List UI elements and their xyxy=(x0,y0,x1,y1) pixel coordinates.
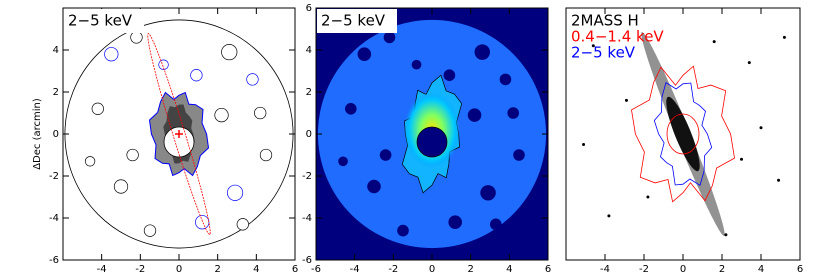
masked-source xyxy=(143,224,157,237)
star xyxy=(740,157,743,161)
x-tick-label: 6 xyxy=(797,264,803,275)
masked-source xyxy=(480,185,496,201)
galaxy-outline xyxy=(147,33,211,235)
masked-source xyxy=(383,31,396,44)
x-tick-label: 4 xyxy=(506,264,512,275)
panel xyxy=(566,8,800,260)
y-tick-label: -4 xyxy=(302,213,312,224)
legend-label: 2−5 keV xyxy=(68,12,133,30)
masked-source xyxy=(367,179,381,194)
x-tick-label: -2 xyxy=(388,264,398,275)
masked-source xyxy=(195,215,210,230)
masked-source xyxy=(443,69,456,81)
y-tick-label: -6 xyxy=(302,255,312,266)
x-tick-label: -4 xyxy=(600,264,610,275)
star xyxy=(759,126,763,130)
y-tick-label: 6 xyxy=(306,3,312,14)
masked-source xyxy=(499,73,512,86)
core-contour xyxy=(666,113,700,155)
y-tick-label: -2 xyxy=(302,171,312,182)
x-tick-label: 4 xyxy=(758,264,764,275)
masked-source xyxy=(397,224,409,237)
masked-source xyxy=(467,108,482,122)
legend-label: 2−5 keV xyxy=(321,12,386,30)
star xyxy=(591,44,595,48)
y-tick-label: 2 xyxy=(53,87,59,98)
star xyxy=(724,233,728,237)
legend-label: 0.4−1.4 keV xyxy=(571,28,664,46)
star xyxy=(607,214,611,218)
y-axis-label: ΔDec (arcmin) xyxy=(32,98,43,170)
star xyxy=(777,178,781,182)
legend-label: 2MASS H xyxy=(571,12,639,30)
x-tick-label: -4 xyxy=(97,264,107,275)
masked-source xyxy=(113,179,129,194)
masked-source xyxy=(84,156,96,167)
y-tick-label: -4 xyxy=(49,213,59,224)
hard-contour xyxy=(653,81,713,187)
masked-source xyxy=(507,107,519,119)
legend-box xyxy=(64,9,144,33)
masked-source xyxy=(214,107,229,123)
legend-box xyxy=(317,9,397,33)
masked-source xyxy=(345,103,357,115)
star xyxy=(624,98,628,102)
panel xyxy=(63,8,295,260)
panel xyxy=(316,8,548,260)
masked-source xyxy=(411,59,422,70)
x-tick-label: 4 xyxy=(253,264,259,275)
masked-source xyxy=(448,215,462,229)
y-tick-label: -6 xyxy=(49,255,59,266)
masked-source xyxy=(126,148,139,162)
y-tick-label: 2 xyxy=(306,87,312,98)
x-tick-label: 6 xyxy=(292,264,298,275)
y-tick-label: -2 xyxy=(49,171,59,182)
masked-source xyxy=(226,184,244,201)
x-tick-label: 0 xyxy=(429,264,435,275)
masked-source xyxy=(130,31,143,44)
masked-source xyxy=(254,106,267,120)
masked-source xyxy=(190,69,203,82)
x-tick-label: 2 xyxy=(719,264,725,275)
x-tick-label: 2 xyxy=(467,264,473,275)
masked-source xyxy=(379,149,392,161)
x-tick-label: 0 xyxy=(176,264,182,275)
masked-source xyxy=(246,73,259,86)
masked-source xyxy=(259,148,273,162)
legend-label: 2−5 keV xyxy=(571,44,636,62)
masked-source xyxy=(91,102,104,115)
x-tick-label: -2 xyxy=(135,264,145,275)
star xyxy=(582,143,586,146)
y-tick-label: 4 xyxy=(53,45,59,56)
x-tick-label: 2 xyxy=(214,264,220,275)
x-tick-label: 6 xyxy=(545,264,551,275)
x-tick-label: 0 xyxy=(680,264,686,275)
y-tick-label: 0 xyxy=(306,129,312,140)
star xyxy=(747,61,751,65)
masked-source xyxy=(490,218,502,231)
star xyxy=(782,35,786,39)
central-hole xyxy=(416,126,448,158)
masked-source xyxy=(221,44,238,61)
masked-source xyxy=(236,218,249,231)
star xyxy=(646,195,650,199)
y-tick-label: 0 xyxy=(53,129,59,140)
masked-source xyxy=(104,47,119,62)
x-tick-label: -4 xyxy=(350,264,360,275)
central-hole xyxy=(163,126,195,158)
x-tick-label: -6 xyxy=(311,264,321,275)
masked-source xyxy=(158,59,169,70)
x-tick-label: -2 xyxy=(639,264,649,275)
y-tick-label: 4 xyxy=(306,45,312,56)
masked-source xyxy=(357,47,372,61)
galaxy-core xyxy=(666,96,700,172)
star xyxy=(712,40,716,44)
masked-source xyxy=(474,44,490,60)
masked-source xyxy=(513,149,525,161)
soft-contour xyxy=(631,65,735,203)
masked-source xyxy=(338,156,348,167)
center-cross xyxy=(175,130,183,138)
